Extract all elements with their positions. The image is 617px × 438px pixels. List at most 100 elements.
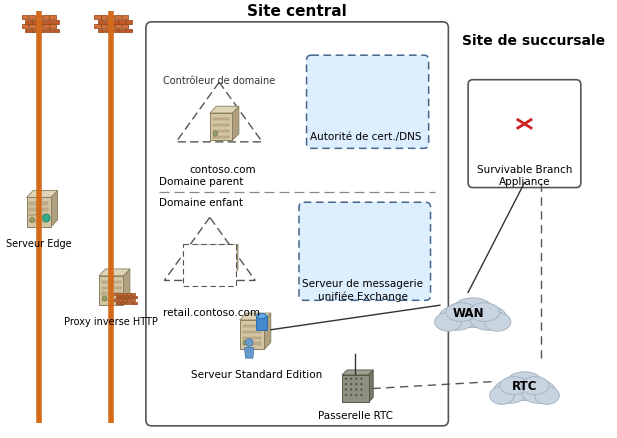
Bar <box>122 299 126 301</box>
Circle shape <box>43 215 50 223</box>
Ellipse shape <box>449 301 497 328</box>
Bar <box>104 29 111 33</box>
Bar <box>120 302 124 304</box>
Circle shape <box>345 394 347 396</box>
Polygon shape <box>123 269 130 306</box>
Polygon shape <box>378 71 384 107</box>
Text: retail.contoso.com: retail.contoso.com <box>163 307 260 318</box>
Bar <box>108 25 114 29</box>
Ellipse shape <box>535 387 560 404</box>
Text: RTC: RTC <box>511 379 537 392</box>
Bar <box>114 299 117 301</box>
Polygon shape <box>211 245 238 252</box>
Bar <box>374 238 386 252</box>
Circle shape <box>213 132 218 137</box>
Bar <box>242 325 262 328</box>
Circle shape <box>30 218 35 223</box>
Bar <box>30 208 48 211</box>
Bar <box>242 343 262 345</box>
Bar <box>104 21 111 25</box>
Bar <box>112 29 118 33</box>
Bar <box>27 198 51 227</box>
Bar <box>352 233 373 236</box>
Bar <box>36 25 42 29</box>
Polygon shape <box>354 71 384 78</box>
Bar <box>94 16 101 20</box>
Text: Serveur Edge: Serveur Edge <box>6 238 72 248</box>
Bar <box>356 83 375 85</box>
Bar <box>32 21 38 25</box>
Polygon shape <box>264 313 271 350</box>
Circle shape <box>102 296 107 301</box>
Polygon shape <box>190 245 217 252</box>
Bar <box>125 296 128 298</box>
Bar <box>213 136 230 139</box>
Bar <box>133 302 137 304</box>
Bar <box>39 21 46 25</box>
Bar <box>211 252 231 277</box>
Bar <box>53 29 59 33</box>
Bar <box>115 16 121 20</box>
Ellipse shape <box>500 377 528 395</box>
FancyBboxPatch shape <box>299 203 431 300</box>
Bar <box>114 293 117 296</box>
Circle shape <box>355 394 357 396</box>
Bar <box>354 78 378 107</box>
Bar <box>352 239 373 241</box>
Circle shape <box>345 389 347 391</box>
Polygon shape <box>51 191 57 227</box>
Bar <box>97 29 104 33</box>
Bar <box>29 16 35 20</box>
Circle shape <box>243 340 248 345</box>
Bar <box>116 302 120 304</box>
Bar <box>213 257 228 259</box>
Text: Survivable Branch
Appliance: Survivable Branch Appliance <box>477 165 572 186</box>
Bar <box>213 131 230 133</box>
Bar <box>118 293 122 296</box>
Text: Domaine parent: Domaine parent <box>159 176 244 186</box>
FancyBboxPatch shape <box>146 23 449 426</box>
Ellipse shape <box>503 375 546 401</box>
FancyBboxPatch shape <box>307 56 429 149</box>
Circle shape <box>350 394 352 396</box>
Polygon shape <box>544 105 550 138</box>
Bar <box>122 293 126 296</box>
Polygon shape <box>210 107 239 114</box>
Text: Passerelle RTC: Passerelle RTC <box>318 410 393 420</box>
Circle shape <box>353 244 358 249</box>
Circle shape <box>360 389 363 391</box>
Circle shape <box>360 378 363 380</box>
Bar <box>125 302 128 304</box>
Polygon shape <box>231 245 238 277</box>
Bar <box>22 25 28 29</box>
Text: Serveur de messagerie
unifiée Exchange: Serveur de messagerie unifiée Exchange <box>302 279 423 301</box>
Polygon shape <box>99 269 130 276</box>
Ellipse shape <box>446 303 477 321</box>
Bar <box>116 296 120 298</box>
Bar <box>126 299 131 301</box>
Bar <box>193 257 208 259</box>
Polygon shape <box>27 191 57 198</box>
Bar <box>125 29 131 33</box>
Circle shape <box>360 394 363 396</box>
Bar <box>30 203 48 205</box>
Bar <box>101 16 107 20</box>
Bar <box>350 223 376 254</box>
Polygon shape <box>244 348 254 358</box>
Circle shape <box>360 383 363 385</box>
Bar <box>53 21 59 25</box>
Bar <box>193 262 208 265</box>
Bar <box>213 262 228 265</box>
Bar <box>49 16 56 20</box>
Bar <box>115 25 121 29</box>
Bar <box>129 302 133 304</box>
Bar <box>101 25 107 29</box>
Bar <box>213 268 228 271</box>
Bar <box>118 299 122 301</box>
Bar <box>213 274 228 277</box>
Bar <box>210 114 233 141</box>
Bar <box>102 293 120 295</box>
Bar <box>25 29 31 33</box>
Circle shape <box>350 383 352 385</box>
Bar <box>193 268 208 271</box>
